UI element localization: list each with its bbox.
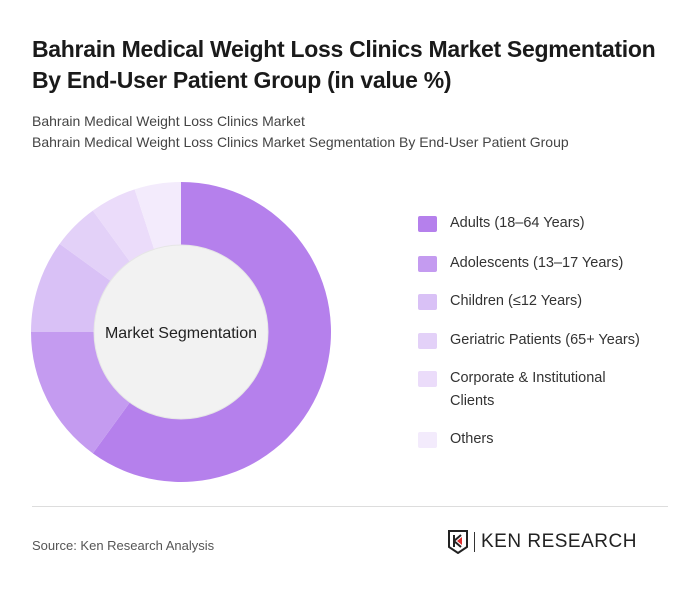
header: Bahrain Medical Weight Loss Clinics Mark… (32, 34, 682, 153)
divider (32, 506, 668, 507)
donut-slice-4 (59, 210, 130, 281)
donut-chart: Market Segmentation (31, 182, 332, 482)
subtitle-market: Bahrain Medical Weight Loss Clinics Mark… (32, 113, 305, 129)
ken-logo-icon (448, 530, 468, 554)
legend-item: Geriatric Patients (65+ Years) (418, 331, 693, 352)
legend-item: Adults (18–64 Years) (418, 214, 693, 235)
donut-slice-2 (31, 332, 130, 454)
legend-swatch (418, 256, 437, 272)
donut-center (93, 244, 269, 420)
ken-research-logo: KEN RESEARCH (448, 530, 637, 554)
legend-swatch (418, 216, 437, 232)
chart-title: Bahrain Medical Weight Loss Clinics Mark… (32, 36, 656, 93)
legend-item: Others (418, 430, 693, 451)
donut-slice-5 (92, 189, 155, 262)
legend-label: Corporate & Institutional Clients (450, 370, 606, 409)
subtitle-segmentation: Bahrain Medical Weight Loss Clinics Mark… (32, 134, 569, 150)
donut-slice-1 (92, 182, 332, 482)
donut-slice-6 (134, 182, 181, 250)
legend-label: Others (450, 431, 494, 447)
legend-label: Children (≤12 Years) (450, 293, 583, 309)
legend-item: Adolescents (13–17 Years) (418, 254, 693, 275)
legend-swatch (418, 432, 437, 448)
logo-text: KEN RESEARCH (481, 531, 637, 552)
legend-swatch (418, 371, 437, 387)
legend-item: Children (≤12 Years) (418, 292, 693, 313)
legend-label: Geriatric Patients (65+ Years) (450, 332, 640, 348)
center-label: Market Segmentation (105, 325, 257, 342)
legend-label: Adolescents (13–17 Years) (450, 255, 624, 271)
legend-label: Adults (18–64 Years) (450, 215, 585, 231)
source-text: Source: Ken Research Analysis (32, 538, 215, 553)
donut-slice-3 (31, 243, 111, 332)
legend-swatch (418, 294, 437, 310)
legend-item: Corporate & Institutional Clients (418, 369, 693, 413)
legend-swatch (418, 333, 437, 349)
